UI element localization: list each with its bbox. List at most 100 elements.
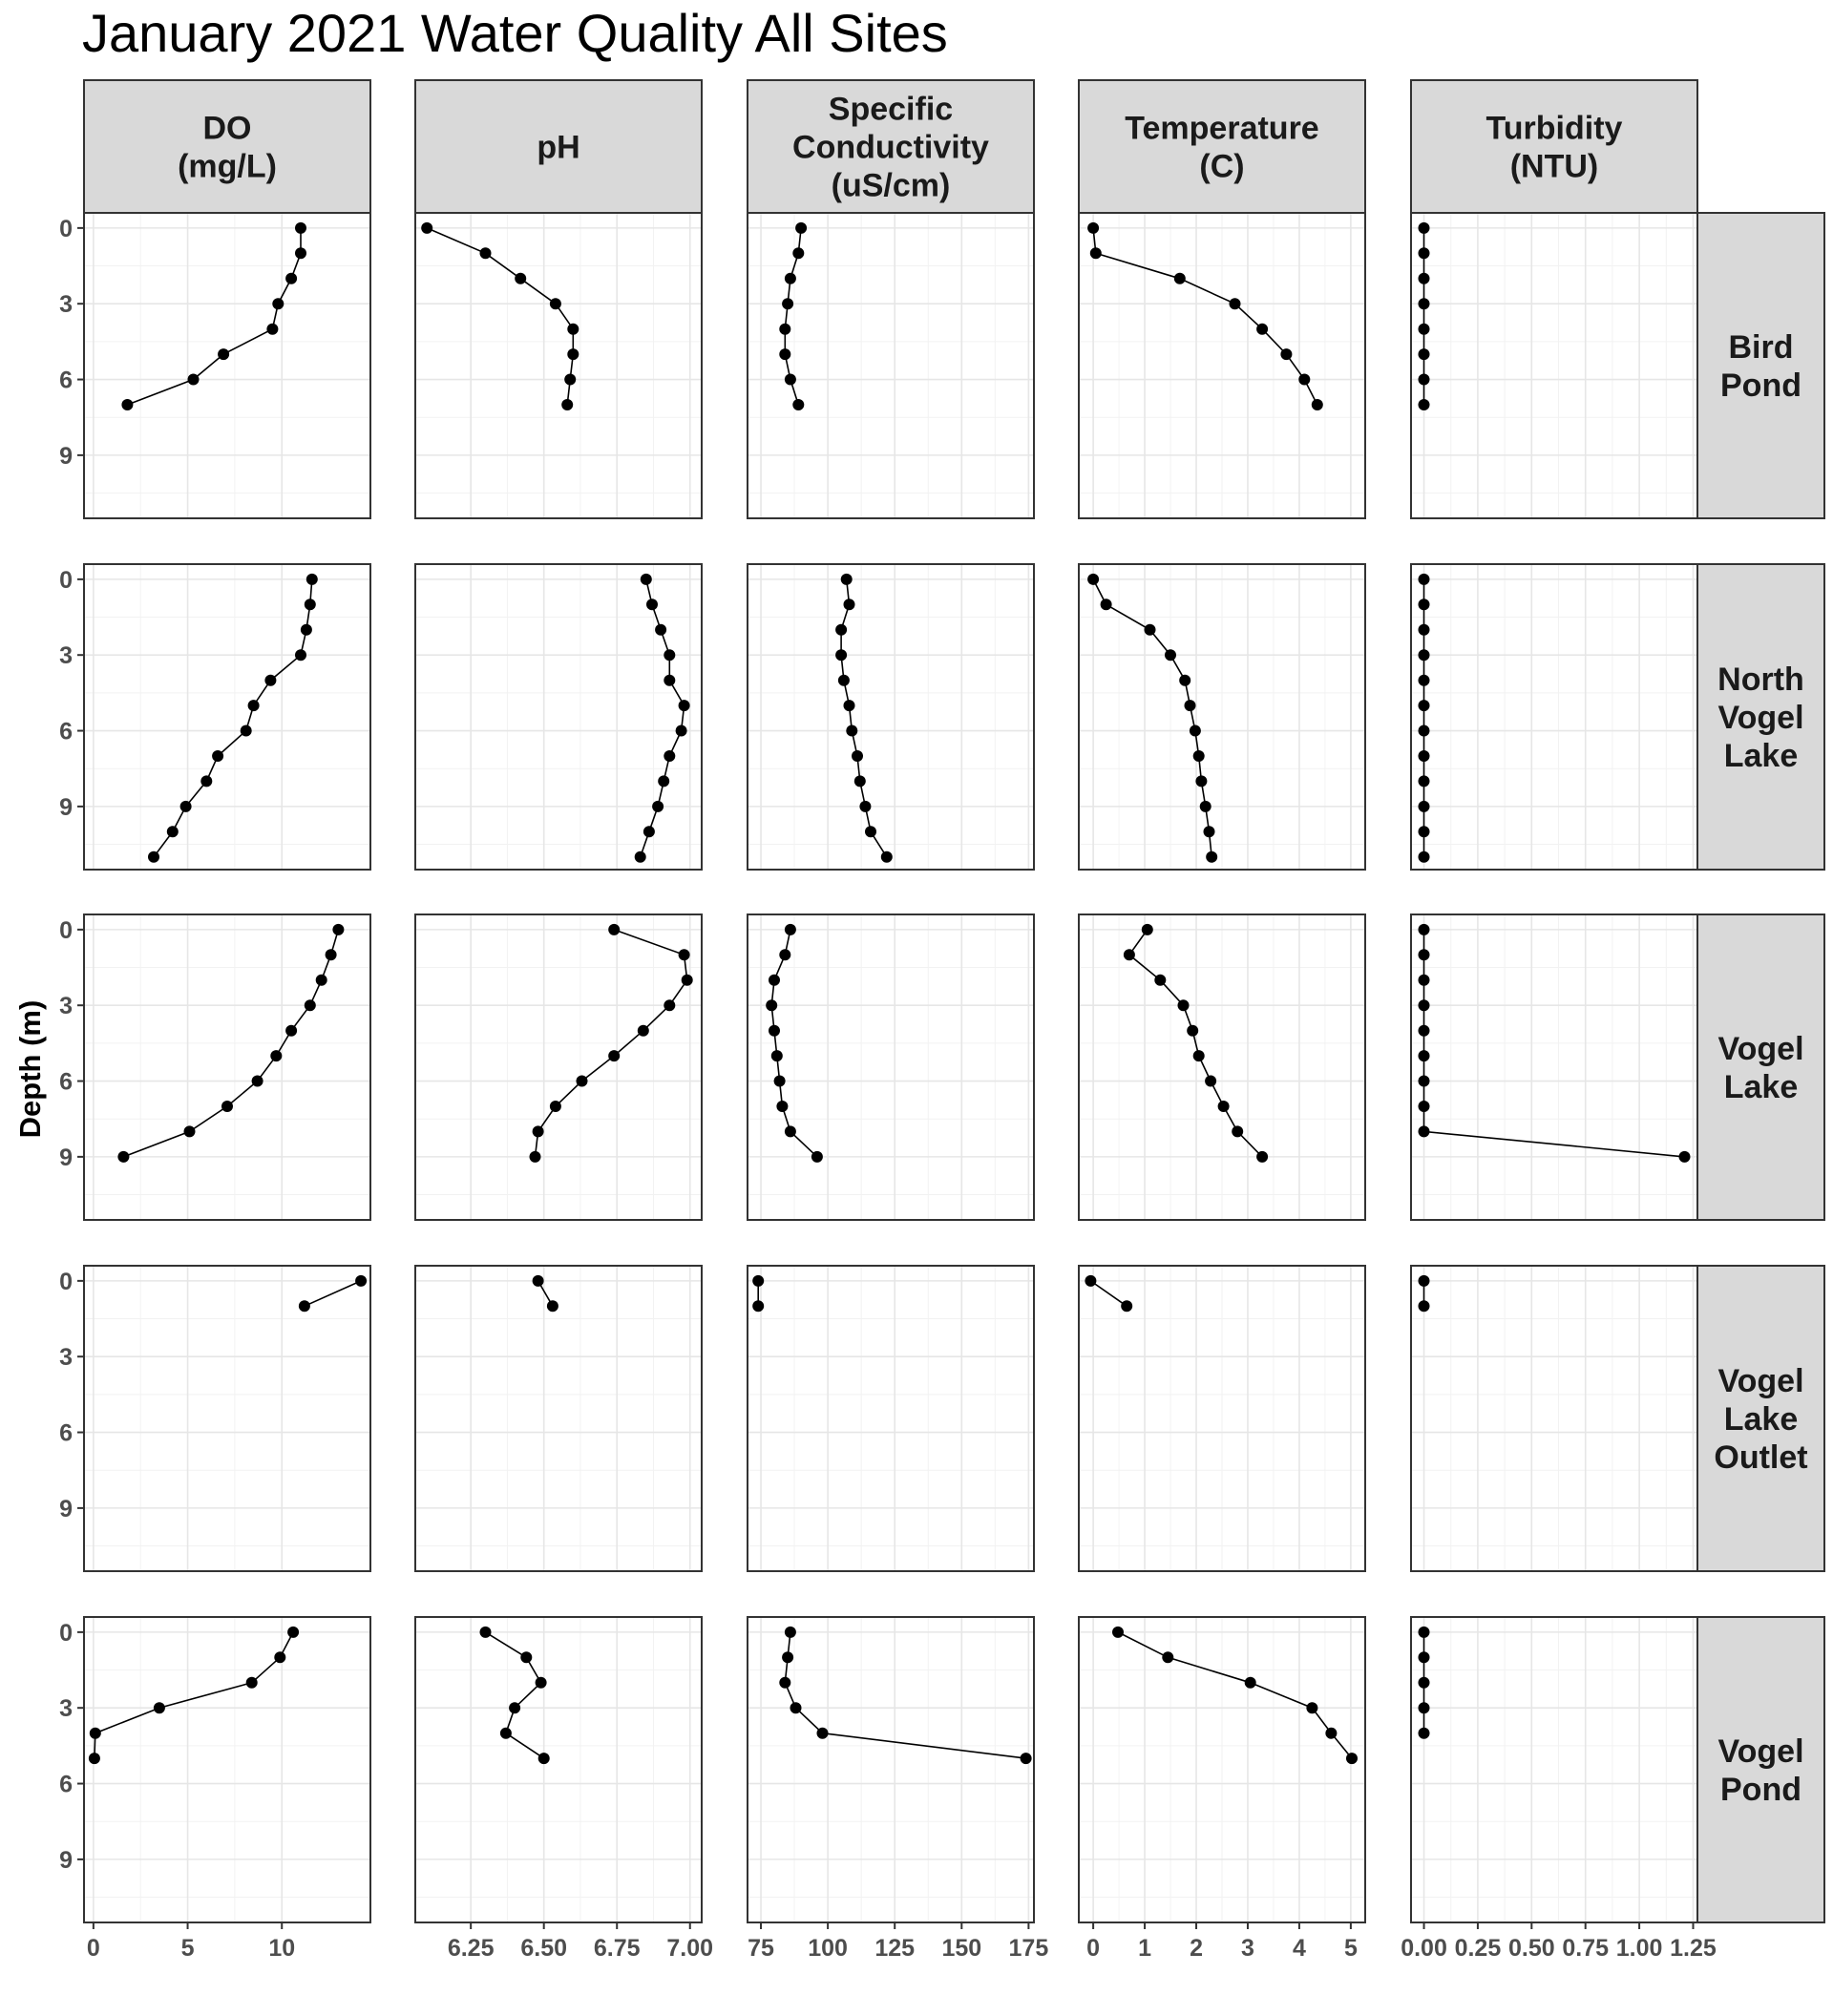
data-point: [784, 923, 796, 935]
data-point: [509, 1702, 521, 1714]
panel-background: [1411, 564, 1697, 870]
panel-border: [1078, 1616, 1366, 1923]
data-point: [325, 949, 337, 961]
data-point: [1418, 923, 1430, 935]
data-point: [1192, 1050, 1205, 1062]
series-line: [1127, 929, 1263, 1158]
panel-border: [83, 1616, 371, 1923]
data-point: [859, 800, 872, 812]
data-point: [479, 1626, 492, 1638]
data-point: [790, 1702, 802, 1714]
data-point: [245, 1676, 258, 1689]
panel-background: [1411, 213, 1697, 518]
data-point: [1418, 1075, 1430, 1087]
data-point: [1418, 850, 1430, 863]
data-point: [752, 1300, 765, 1312]
data-point: [272, 298, 284, 310]
data-point: [1298, 373, 1311, 386]
data-point: [1418, 1676, 1430, 1689]
data-point: [1089, 247, 1102, 260]
data-point: [853, 775, 866, 788]
data-point: [1203, 826, 1215, 838]
data-point: [1418, 700, 1430, 712]
panel-border: [414, 563, 703, 871]
y-tick-label: 0: [59, 567, 73, 594]
data-point: [304, 598, 316, 611]
panel-border: [747, 563, 1035, 871]
column-strip-label: (mg/L): [178, 149, 277, 185]
data-point: [784, 272, 796, 284]
panel-background: [415, 1617, 702, 1922]
data-point: [1418, 1024, 1430, 1037]
row-strip-label: Vogel: [1717, 1031, 1803, 1067]
row-strip-label: Lake: [1724, 1401, 1799, 1438]
data-point: [1418, 1101, 1430, 1112]
panel-background: [748, 564, 1034, 870]
column-strip-temp: [1078, 79, 1366, 214]
data-point: [549, 298, 561, 310]
panel-vogel-pond-turb: [1410, 1616, 1698, 1923]
data-point: [179, 800, 192, 812]
data-point: [1418, 775, 1430, 788]
panel-background: [748, 1266, 1034, 1571]
row-strip-label: Lake: [1724, 738, 1799, 774]
data-point: [306, 573, 318, 585]
y-tick-label: 6: [59, 368, 73, 394]
panel-border: [747, 1265, 1035, 1572]
data-point: [304, 999, 316, 1012]
row-strip-label: Bird: [1729, 329, 1794, 366]
data-point: [537, 1753, 550, 1765]
y-tick-label: 0: [59, 216, 73, 242]
row-strip-1: [1696, 563, 1825, 871]
data-point: [515, 272, 527, 284]
panel-border: [414, 212, 703, 519]
data-point: [664, 750, 676, 762]
data-point: [837, 674, 850, 686]
data-point: [816, 1727, 829, 1739]
data-point: [520, 1651, 533, 1664]
panel-background: [415, 213, 702, 518]
data-point: [1217, 1101, 1230, 1112]
data-point: [221, 1101, 233, 1112]
row-strip-label: Pond: [1720, 1772, 1801, 1808]
data-point: [1199, 800, 1211, 812]
y-tick-label: 3: [59, 291, 73, 318]
data-point: [1206, 850, 1218, 863]
data-point: [1418, 1727, 1430, 1739]
x-tick-label: 100: [808, 1935, 848, 1962]
y-axis-label: Depth (m): [13, 1000, 47, 1139]
data-point: [1232, 1125, 1244, 1138]
series-line: [534, 929, 688, 1157]
panel-north-vogel-lake-temp: [1078, 563, 1366, 871]
panel-north-vogel-lake-turb: [1410, 563, 1698, 871]
data-point: [1418, 1702, 1430, 1714]
data-point: [1154, 974, 1167, 986]
data-point: [1177, 999, 1190, 1012]
data-point: [1418, 724, 1430, 737]
data-point: [251, 1075, 263, 1087]
data-point: [218, 348, 230, 361]
data-point: [479, 247, 492, 260]
x-tick-label: 4: [1293, 1935, 1306, 1962]
data-point: [1418, 1651, 1430, 1664]
data-point: [1141, 923, 1153, 935]
data-point: [811, 1150, 823, 1163]
y-tick-label: 9: [59, 1496, 73, 1522]
panel-vogel-lake-outlet-turb: [1410, 1265, 1698, 1572]
data-point: [1418, 573, 1430, 585]
data-point: [658, 775, 670, 788]
row-strip-label: Vogel: [1717, 1363, 1803, 1399]
panel-background: [1411, 1266, 1697, 1571]
data-point: [784, 1626, 796, 1638]
panel-north-vogel-lake-do: [83, 563, 371, 871]
data-point: [1418, 674, 1430, 686]
panel-border: [1078, 914, 1366, 1221]
data-point: [576, 1075, 588, 1087]
data-point: [1112, 1626, 1124, 1638]
data-point: [212, 750, 224, 762]
data-point: [1244, 1676, 1256, 1689]
data-point: [769, 1024, 780, 1037]
data-point: [274, 1651, 286, 1664]
panel-background: [748, 1617, 1034, 1922]
